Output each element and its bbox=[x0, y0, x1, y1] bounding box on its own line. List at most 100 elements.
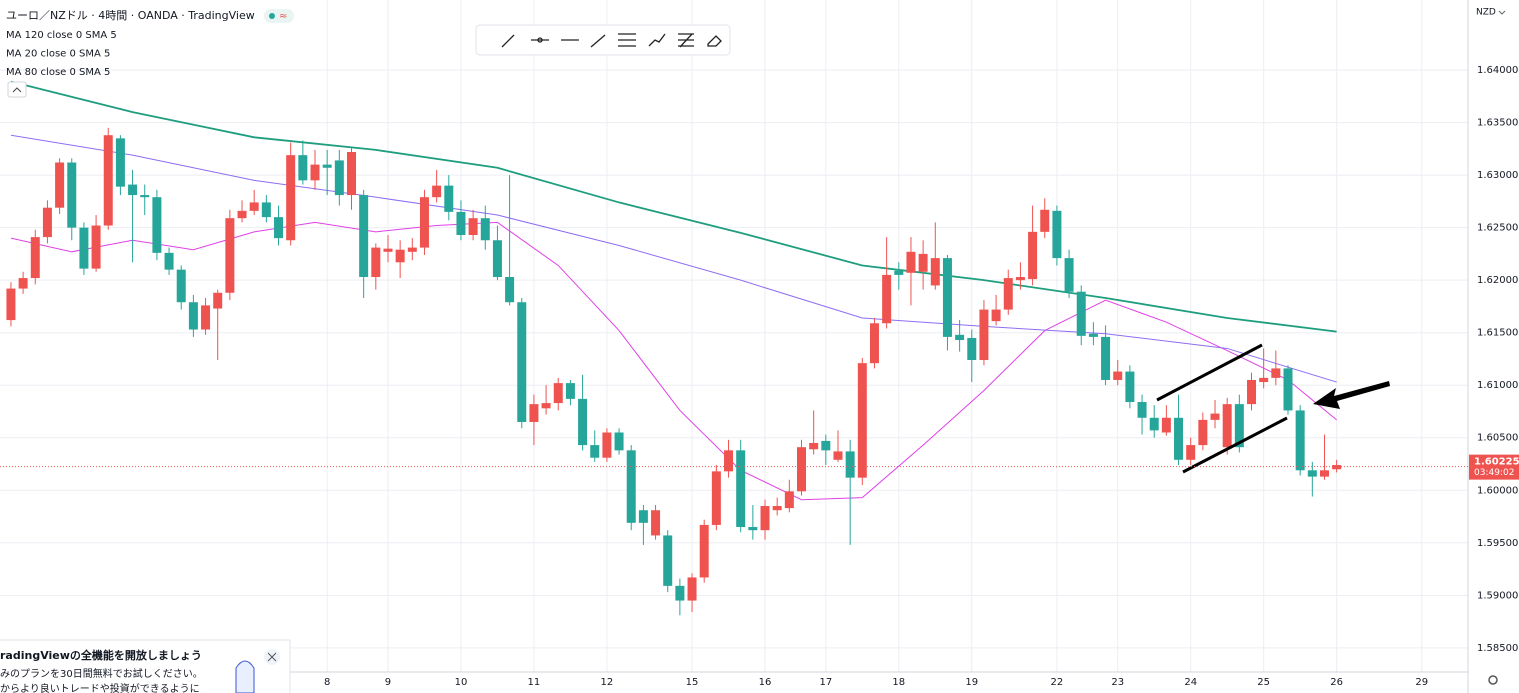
candle-body bbox=[286, 155, 296, 241]
x-tick-label: 29 bbox=[1415, 677, 1428, 688]
candle-body bbox=[578, 398, 588, 446]
y-tick-label: 1.63500 bbox=[1477, 118, 1518, 129]
candle-body bbox=[651, 510, 661, 536]
candle-body bbox=[565, 383, 575, 399]
y-tick-label: 1.58500 bbox=[1477, 643, 1518, 654]
candle-body bbox=[444, 185, 454, 212]
popup-text: みのプランを30日間無料でお試しください。 bbox=[0, 667, 203, 680]
candle-body bbox=[152, 197, 162, 253]
rocket-icon bbox=[235, 660, 255, 693]
candle-body bbox=[383, 248, 393, 252]
extended-line-tool[interactable] bbox=[590, 34, 606, 48]
trendline-tool[interactable] bbox=[501, 34, 515, 48]
candle-body bbox=[760, 506, 770, 531]
candle-body bbox=[1295, 410, 1305, 471]
candle-body bbox=[1234, 404, 1244, 448]
countdown-label: 03:49:02 bbox=[1474, 468, 1514, 478]
candle-body bbox=[6, 288, 16, 321]
ma-line bbox=[10, 80, 1337, 333]
x-tick-label: 16 bbox=[759, 677, 772, 688]
candle-body bbox=[261, 202, 271, 218]
y-tick-label: 1.62000 bbox=[1477, 275, 1518, 286]
hline-tool[interactable] bbox=[531, 37, 549, 43]
candle-body bbox=[67, 162, 77, 228]
drawings bbox=[1156, 343, 1390, 474]
candle-body bbox=[1271, 368, 1281, 378]
currency: NZD bbox=[1476, 8, 1496, 18]
path-tool[interactable] bbox=[648, 33, 666, 47]
candle-body bbox=[894, 270, 904, 275]
candle-body bbox=[1283, 368, 1293, 411]
candle-body bbox=[140, 195, 150, 198]
legend-entry: MA 80 close 0 SMA 5 bbox=[6, 67, 110, 78]
x-tick-label: 17 bbox=[819, 677, 832, 688]
candle-body bbox=[1015, 277, 1025, 281]
settings-icon[interactable] bbox=[1488, 675, 1498, 685]
candle-body bbox=[468, 218, 478, 235]
candle-body bbox=[103, 135, 113, 226]
candle-body bbox=[1332, 465, 1342, 470]
collapse-button[interactable] bbox=[7, 81, 27, 98]
candle-body bbox=[1174, 417, 1184, 460]
candle-body bbox=[225, 218, 235, 293]
candle-body bbox=[541, 403, 551, 409]
legend: MA 120 close 0 SMA 5 MA 20 close 0 SMA 5 M… bbox=[6, 30, 117, 78]
candle-body bbox=[882, 274, 892, 324]
fib-tool[interactable] bbox=[678, 33, 694, 48]
candle-body bbox=[188, 302, 198, 330]
candle-body bbox=[1186, 445, 1196, 460]
candle-body bbox=[809, 442, 819, 450]
candle-body bbox=[249, 202, 259, 211]
candle-body bbox=[359, 195, 369, 278]
candle-body bbox=[395, 249, 405, 263]
status-badge[interactable] bbox=[264, 9, 294, 23]
grid bbox=[0, 0, 1468, 672]
candle-body bbox=[492, 240, 502, 278]
candle-body bbox=[1210, 413, 1220, 420]
collapse-icon bbox=[12, 87, 22, 93]
y-tick-label: 1.61500 bbox=[1477, 328, 1518, 339]
ma-line bbox=[10, 134, 1337, 383]
candle-body bbox=[310, 164, 320, 181]
candle-body bbox=[857, 363, 867, 478]
candle-body bbox=[1307, 470, 1317, 477]
candle-body bbox=[1040, 209, 1050, 232]
dropdown-icon[interactable] bbox=[1498, 10, 1506, 15]
legend-entry: MA 120 close 0 SMA 5 bbox=[6, 30, 117, 41]
candle-body bbox=[833, 451, 843, 460]
candle-body bbox=[845, 451, 855, 478]
candle-body bbox=[967, 337, 977, 361]
y-tick-label: 1.63000 bbox=[1477, 170, 1518, 181]
candle-body bbox=[614, 432, 624, 451]
eraser-tool[interactable] bbox=[707, 35, 722, 47]
candle-body bbox=[419, 197, 429, 248]
candle-body bbox=[213, 292, 223, 309]
candle-body bbox=[1319, 470, 1329, 477]
candle-body bbox=[91, 225, 101, 269]
x-tick-label: 9 bbox=[385, 677, 391, 688]
candle-body bbox=[784, 491, 794, 509]
parallel-tool[interactable] bbox=[618, 33, 636, 47]
candle-body bbox=[906, 251, 916, 273]
y-tick-label: 1.59000 bbox=[1477, 590, 1518, 601]
candle-body bbox=[1137, 402, 1147, 418]
candle-body bbox=[1003, 278, 1013, 310]
channel-upper bbox=[1156, 343, 1263, 402]
candle-body bbox=[699, 524, 709, 578]
candle-body bbox=[298, 155, 308, 181]
y-tick-label: 1.62500 bbox=[1477, 223, 1518, 234]
candle-body bbox=[991, 309, 1001, 322]
candle-body bbox=[711, 471, 721, 525]
x-tick-label: 15 bbox=[686, 677, 699, 688]
candle-body bbox=[979, 309, 989, 361]
candle-body bbox=[55, 162, 65, 208]
candle-body bbox=[626, 450, 636, 523]
candle-body bbox=[663, 535, 673, 586]
candle-body bbox=[1052, 210, 1062, 259]
candle-body bbox=[930, 258, 940, 286]
candle-body bbox=[553, 383, 563, 404]
candle-body bbox=[432, 185, 442, 198]
popup-title: radingViewの全機能を開放しましょう bbox=[0, 648, 202, 662]
candle-body bbox=[1088, 333, 1098, 337]
